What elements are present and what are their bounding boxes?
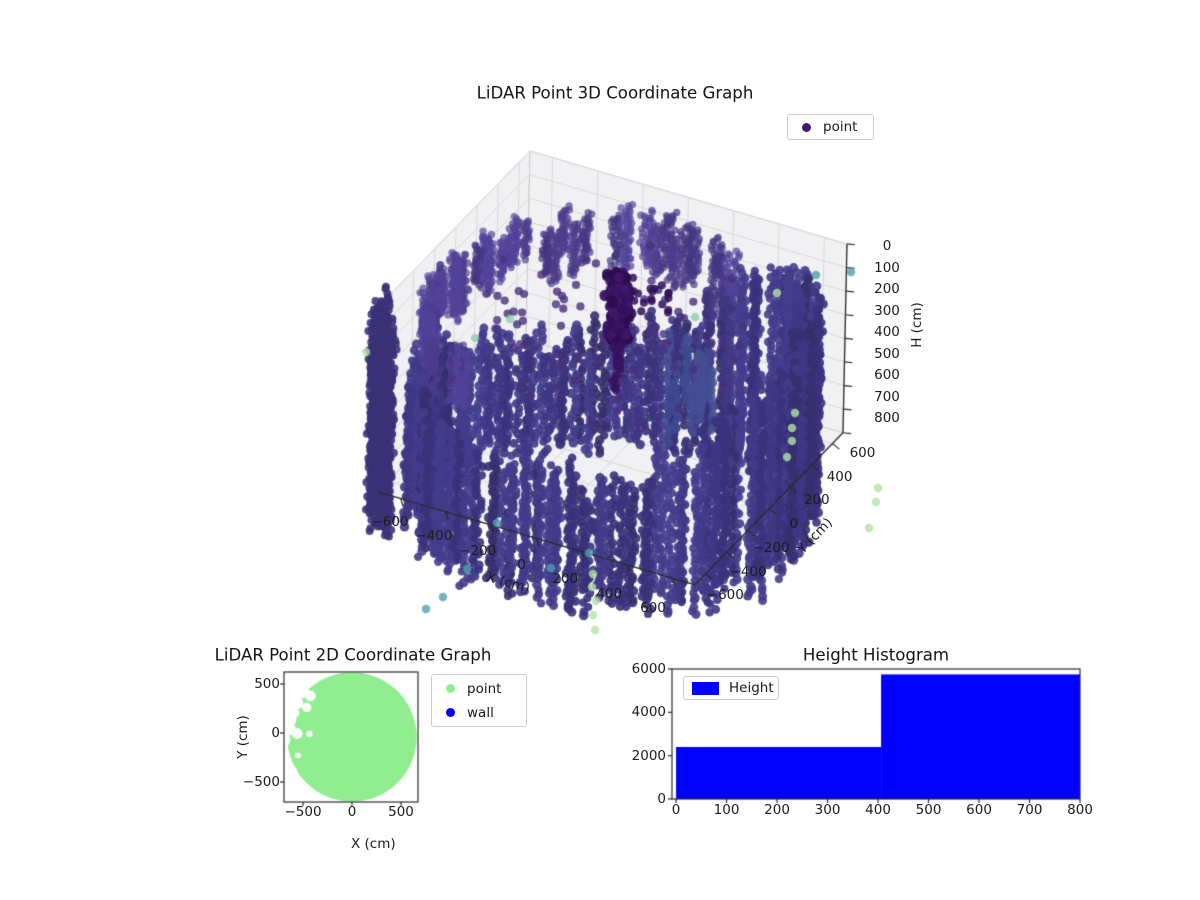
plot2d-title: LiDAR Point 2D Coordinate Graph [214, 645, 492, 665]
plot2d-legend-label-wall: wall [467, 704, 494, 721]
plot3d-legend: point [787, 114, 874, 140]
hist-legend: Height [683, 676, 779, 700]
point-marker-icon [446, 684, 455, 693]
plot3d-legend-label: point [823, 119, 858, 135]
plot2d-yaxis-label: Y (cm) [235, 715, 251, 759]
wall-marker-icon [446, 708, 455, 717]
plot3d-title: LiDAR Point 3D Coordinate Graph [476, 83, 754, 103]
hist-legend-label: Height [729, 680, 774, 696]
point-marker-icon [802, 122, 811, 132]
hist-title: Height Histogram [802, 645, 950, 665]
plot3d-zaxis-label: H (cm) [909, 302, 925, 348]
plot2d-xaxis-label: X (cm) [351, 836, 396, 852]
plot2d-legend: point wall [431, 674, 527, 727]
plot2d-legend-label-point: point [467, 680, 502, 697]
height-swatch-icon [692, 681, 719, 695]
